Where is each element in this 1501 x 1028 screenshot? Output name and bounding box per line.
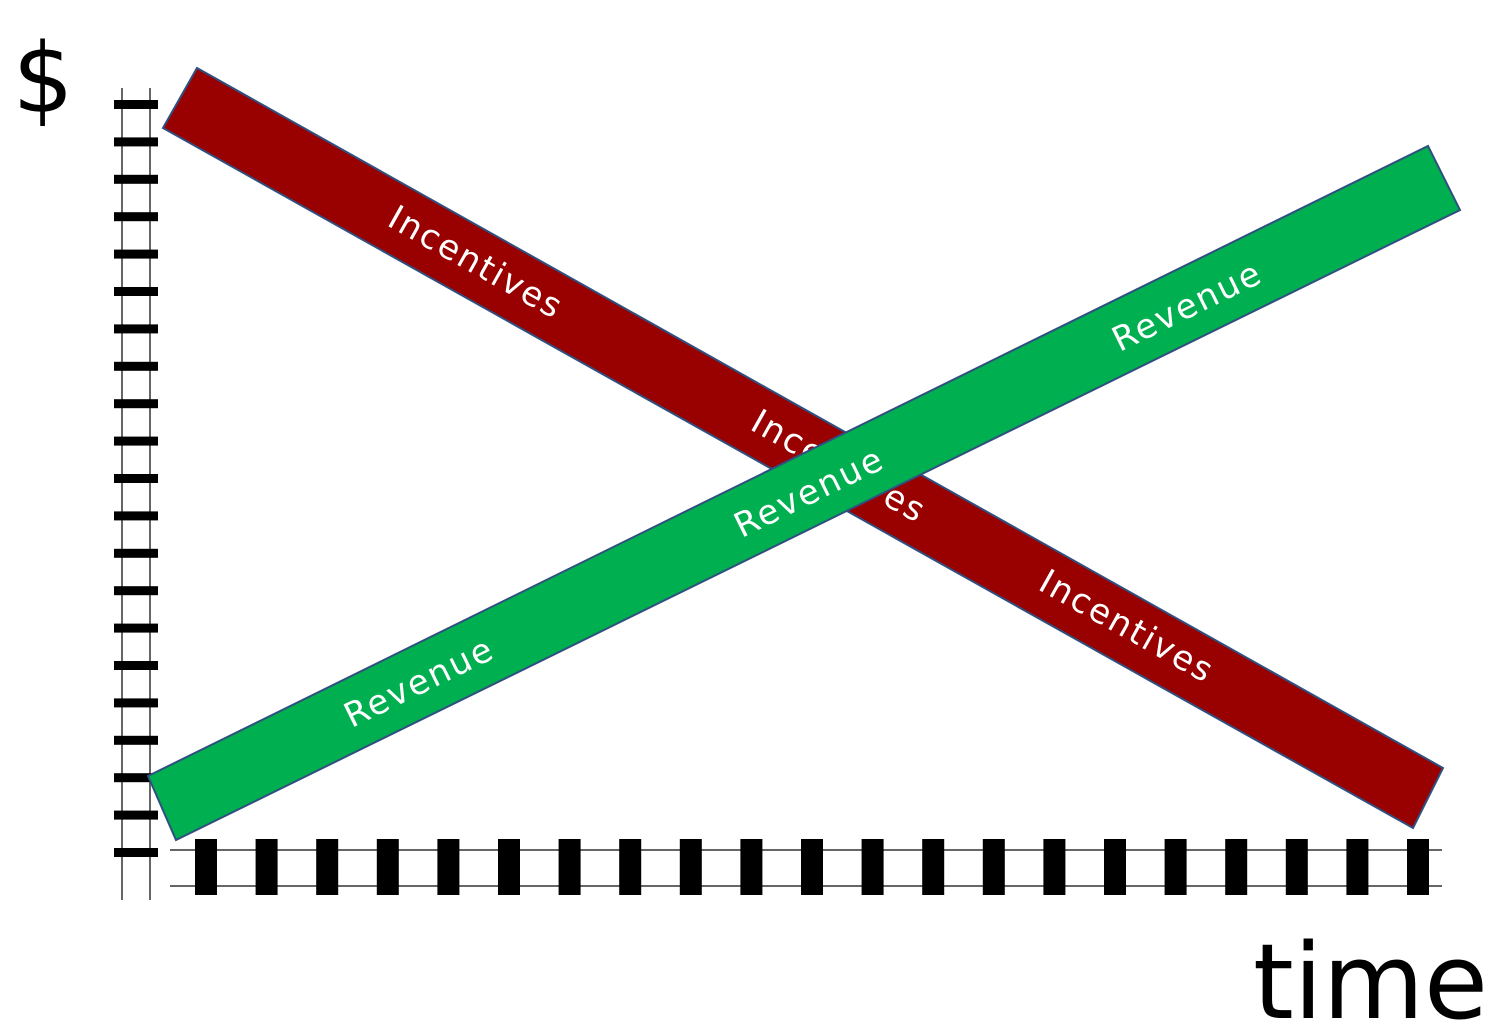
incentives-band-shape (161, 66, 1445, 830)
y-axis-tie (114, 474, 158, 483)
y-axis-tie (114, 249, 158, 259)
revenue-band-shape (146, 144, 1462, 842)
x-axis-tie (740, 839, 763, 895)
y-axis-tie (114, 698, 158, 708)
y-axis-tie (114, 436, 158, 446)
y-axis-tie (114, 548, 158, 558)
x-axis-label: time (1253, 921, 1488, 1028)
y-axis-tie (114, 586, 158, 596)
y-axis-tie (114, 810, 158, 820)
x-axis-tie (255, 839, 278, 895)
x-axis-tie (558, 839, 581, 895)
y-axis-tie (114, 773, 158, 783)
x-axis-tie (498, 839, 520, 895)
x-axis-tie (619, 839, 642, 895)
y-axis-tie (114, 661, 158, 670)
y-axis-tie (114, 137, 158, 147)
y-axis-tie (114, 848, 158, 857)
y-axis-tie (114, 324, 158, 334)
y-axis-tie (114, 212, 158, 222)
x-axis-tie (1043, 839, 1066, 895)
x-axis-tie (376, 839, 399, 895)
y-axis-track (114, 88, 158, 900)
x-axis-track (170, 839, 1442, 895)
x-axis-tie (679, 839, 702, 895)
x-axis-tie (1164, 839, 1187, 895)
x-axis-tie (801, 839, 823, 895)
x-axis-tie (437, 839, 460, 895)
y-axis-tie (114, 100, 158, 109)
y-axis-tie (114, 399, 158, 409)
x-axis-tie (1225, 839, 1248, 895)
x-axis-tie (982, 839, 1005, 895)
x-axis-ties (195, 839, 1429, 895)
y-axis-ties (114, 100, 158, 857)
y-axis-tie (114, 174, 158, 184)
y-axis-tie (114, 511, 158, 521)
y-axis-tie (114, 287, 158, 296)
y-axis-label: $ (12, 23, 73, 135)
y-axis-tie (114, 623, 158, 633)
x-axis-tie (195, 839, 217, 895)
x-axis-tie (861, 839, 884, 895)
x-axis-tie (1285, 839, 1308, 895)
x-axis-tie (922, 839, 945, 895)
x-axis-tie (1346, 839, 1369, 895)
x-axis-tie (316, 839, 339, 895)
y-axis-tie (114, 735, 158, 745)
x-axis-tie (1104, 839, 1126, 895)
y-axis-tie (114, 361, 158, 371)
x-axis-tie (1407, 839, 1429, 895)
